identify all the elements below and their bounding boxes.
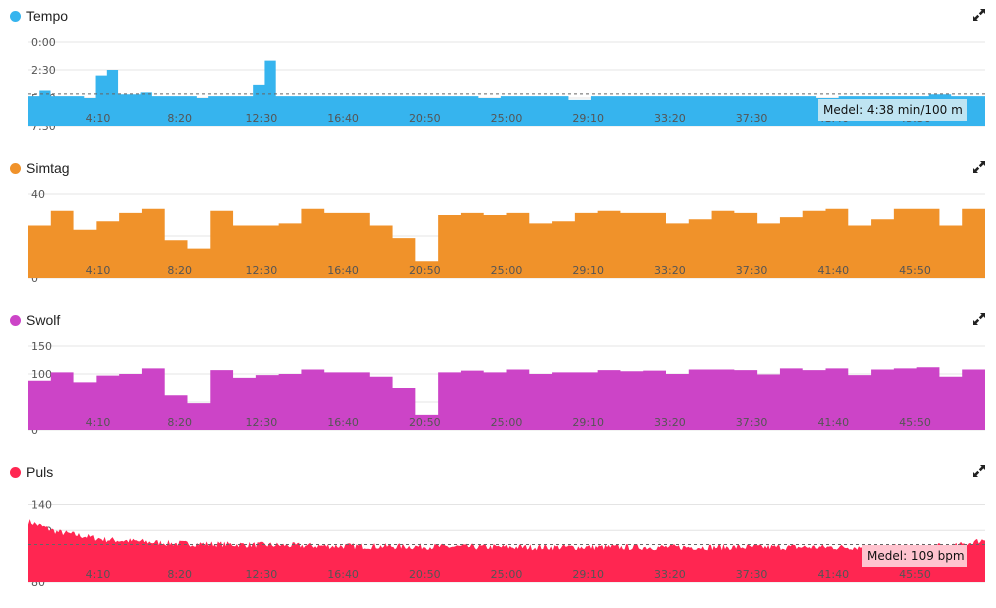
x-tick-label: 29:10	[572, 264, 604, 277]
panel-title: Simtag	[26, 160, 70, 176]
x-tick-label: 8:20	[167, 568, 192, 581]
average-label-box	[862, 545, 967, 567]
panel-header: Simtag	[10, 158, 70, 178]
legend-dot-icon	[10, 466, 21, 478]
x-tick-label: 4:10	[86, 264, 111, 277]
y-tick-label: 0	[31, 272, 38, 285]
x-tick-label: 16:40	[327, 568, 359, 581]
x-tick-label: 12:30	[246, 264, 278, 277]
panel-header: Tempo	[10, 6, 68, 26]
x-tick-label: 12:30	[246, 112, 278, 125]
expand-icon[interactable]	[972, 464, 986, 478]
y-tick-label: 0:00	[31, 36, 56, 49]
panel-swolf: Swolf0501001504:108:2012:3016:4020:5025:…	[0, 304, 996, 456]
average-label: Medel: 4:38 min/100 m	[823, 103, 963, 117]
x-tick-label: 12:30	[246, 568, 278, 581]
chart-simtag: 020404:108:2012:3016:4020:5025:0029:1033…	[28, 188, 985, 285]
y-tick-label: 0	[31, 424, 38, 437]
x-tick-label: 37:30	[736, 264, 768, 277]
x-tick-label: 29:10	[572, 568, 604, 581]
x-tick-label: 16:40	[327, 264, 359, 277]
panel-simtag: Simtag020404:108:2012:3016:4020:5025:002…	[0, 152, 996, 304]
panel-title: Tempo	[26, 8, 69, 24]
x-tick-label: 16:40	[327, 112, 359, 125]
x-tick-label: 12:30	[246, 416, 278, 429]
x-tick-label: 45:50	[899, 416, 931, 429]
legend-dot-icon	[10, 10, 21, 22]
legend-dot-icon	[10, 162, 21, 174]
x-tick-label: 8:20	[167, 416, 192, 429]
x-tick-label: 33:20	[654, 264, 686, 277]
x-tick-label: 41:40	[817, 264, 849, 277]
y-tick-label: 40	[31, 188, 45, 201]
x-tick-label: 45:50	[899, 264, 931, 277]
x-tick-label: 8:20	[167, 112, 192, 125]
average-label: Medel: 109 bpm	[867, 549, 965, 563]
x-tick-label: 37:30	[736, 416, 768, 429]
x-tick-label: 33:20	[654, 416, 686, 429]
x-tick-label: 4:10	[86, 112, 111, 125]
y-tick-label: 100	[31, 368, 52, 381]
panel-tempo: Tempo0:002:305:007:304:108:2012:3016:402…	[0, 0, 996, 152]
panel-title: Swolf	[26, 312, 61, 328]
x-tick-label: 20:50	[409, 416, 441, 429]
x-tick-label: 20:50	[409, 568, 441, 581]
x-tick-label: 29:10	[572, 416, 604, 429]
x-tick-label: 4:10	[86, 416, 111, 429]
series-area	[28, 208, 985, 278]
average-label-box	[818, 99, 967, 121]
x-tick-label: 45:50	[899, 568, 931, 581]
x-tick-label: 16:40	[327, 416, 359, 429]
expand-icon[interactable]	[972, 8, 986, 22]
series-area	[28, 60, 985, 126]
x-tick-label: 25:00	[491, 568, 523, 581]
x-tick-label: 41:40	[817, 568, 849, 581]
chart-tempo: 0:002:305:007:304:108:2012:3016:4020:502…	[28, 36, 985, 133]
legend-dot-icon	[10, 314, 21, 326]
expand-icon[interactable]	[972, 312, 986, 326]
x-tick-label: 20:50	[409, 264, 441, 277]
x-tick-label: 20:50	[409, 112, 441, 125]
x-tick-label: 8:20	[167, 264, 192, 277]
x-tick-label: 25:00	[491, 112, 523, 125]
series-area	[28, 367, 985, 430]
chart-puls: 801001201404:108:2012:3016:4020:5025:002…	[28, 498, 985, 589]
x-tick-label: 41:40	[817, 416, 849, 429]
panel-title: Puls	[26, 464, 54, 480]
x-tick-label: 37:30	[736, 568, 768, 581]
x-tick-label: 25:00	[491, 264, 523, 277]
panel-header: Puls	[10, 462, 53, 482]
panel-puls: Puls801001201404:108:2012:3016:4020:5025…	[0, 456, 996, 608]
y-tick-label: 150	[31, 340, 52, 353]
x-tick-label: 33:20	[654, 568, 686, 581]
y-tick-label: 2:30	[31, 64, 56, 77]
y-tick-label: 140	[31, 498, 52, 511]
x-tick-label: 29:10	[572, 112, 604, 125]
panel-header: Swolf	[10, 310, 60, 330]
x-tick-label: 4:10	[86, 568, 111, 581]
x-tick-label: 25:00	[491, 416, 523, 429]
x-tick-label: 33:20	[654, 112, 686, 125]
series-area	[28, 519, 985, 582]
x-tick-label: 37:30	[736, 112, 768, 125]
chart-swolf: 0501001504:108:2012:3016:4020:5025:0029:…	[28, 340, 985, 437]
expand-icon[interactable]	[972, 160, 986, 174]
